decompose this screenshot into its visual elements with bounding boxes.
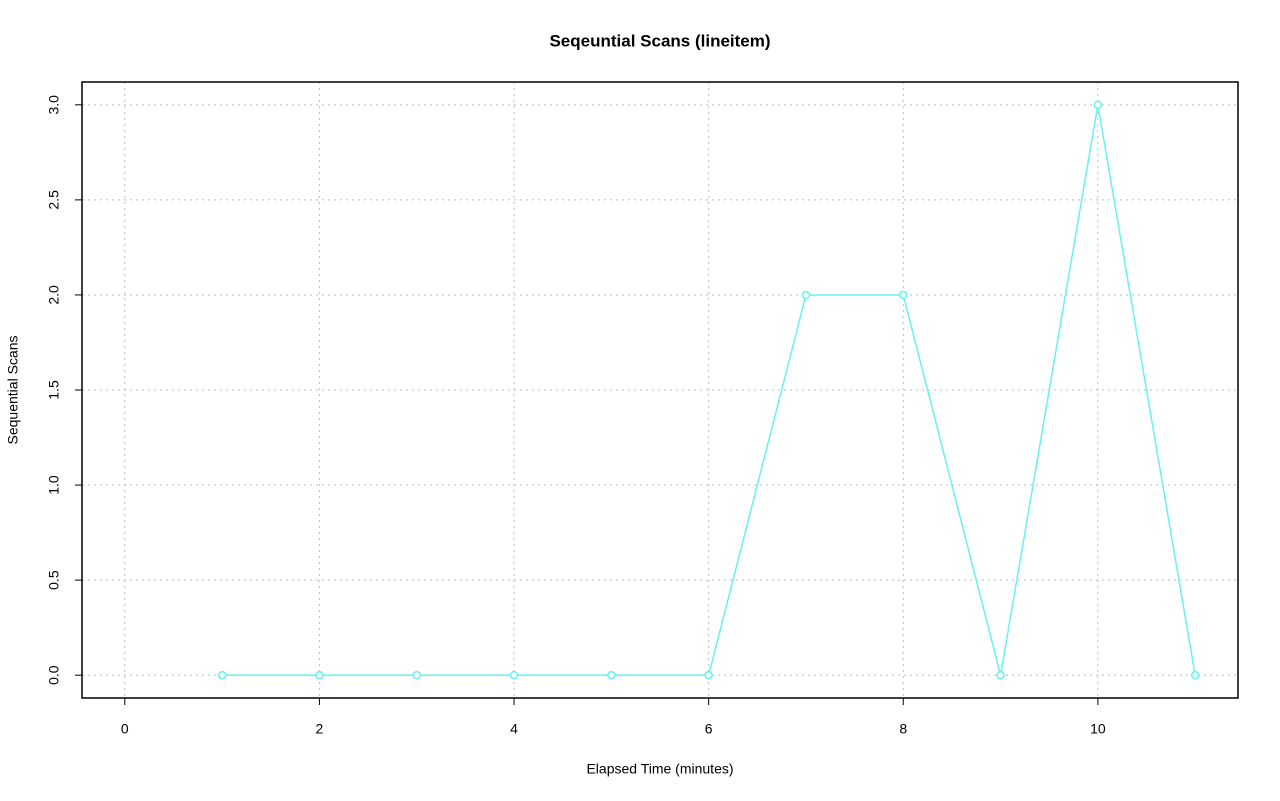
y-tick-label: 1.5 bbox=[46, 380, 62, 400]
data-point bbox=[899, 290, 908, 300]
data-point bbox=[607, 670, 616, 680]
x-tick-label: 10 bbox=[1090, 721, 1106, 737]
data-point bbox=[217, 670, 227, 680]
data-point bbox=[509, 670, 519, 680]
y-tick-label: 0.5 bbox=[46, 570, 62, 590]
data-point bbox=[996, 670, 1005, 680]
x-tick-label: 8 bbox=[899, 721, 907, 737]
data-point bbox=[412, 670, 421, 680]
y-tick-label: 3.0 bbox=[46, 95, 62, 115]
x-tick-label: 4 bbox=[510, 721, 518, 737]
y-tick-label: 2.5 bbox=[46, 190, 62, 210]
data-point bbox=[1190, 670, 1200, 680]
x-tick-label: 6 bbox=[705, 721, 713, 737]
x-tick-label: 2 bbox=[316, 721, 324, 737]
y-tick-label: 0.0 bbox=[46, 665, 62, 685]
chart-title: Seqeuntial Scans (lineitem) bbox=[549, 31, 770, 50]
data-point bbox=[704, 670, 713, 680]
x-tick-label: 0 bbox=[121, 721, 129, 737]
y-tick-label: 2.0 bbox=[46, 285, 62, 305]
plot-frame bbox=[81, 81, 1239, 699]
y-tick-label: 1.0 bbox=[46, 475, 62, 495]
data-point bbox=[1093, 100, 1103, 110]
data-point bbox=[801, 290, 811, 300]
x-axis-label: Elapsed Time (minutes) bbox=[586, 761, 733, 777]
y-axis-label: Sequential Scans bbox=[5, 336, 21, 445]
data-point bbox=[315, 670, 324, 680]
